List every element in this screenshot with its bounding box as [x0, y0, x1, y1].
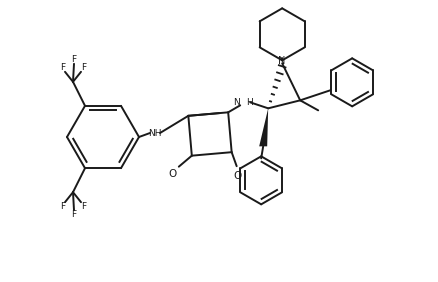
Text: F: F — [60, 63, 66, 72]
Text: F: F — [71, 210, 77, 219]
Text: NH: NH — [148, 129, 162, 138]
Text: F: F — [81, 202, 87, 211]
Text: N: N — [233, 98, 240, 107]
Text: H: H — [246, 98, 253, 107]
Text: O: O — [233, 171, 242, 181]
Text: N: N — [279, 56, 286, 66]
Text: F: F — [71, 55, 77, 64]
Polygon shape — [259, 108, 268, 146]
Text: O: O — [169, 169, 177, 179]
Text: F: F — [60, 202, 66, 211]
Text: F: F — [81, 63, 87, 72]
